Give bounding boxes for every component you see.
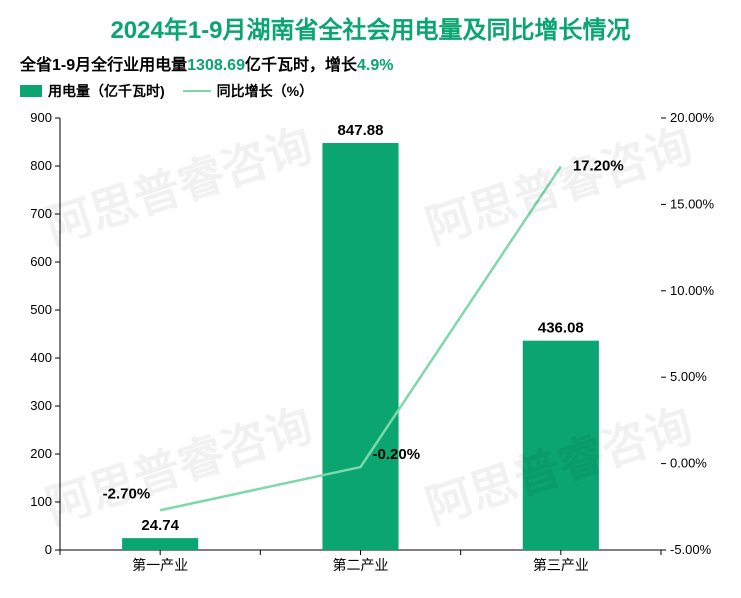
bar-value-label: 24.74 [141,517,179,534]
y-left-tick-label: 600 [30,254,52,269]
bar [322,143,398,550]
y-left-tick-label: 100 [30,494,52,509]
bar [122,538,198,550]
legend-bar: 用电量（亿千瓦时) [20,81,165,101]
legend-line-label: 同比增长（%） [217,81,313,101]
chart-title: 2024年1-9月湖南省全社会用电量及同比增长情况 [0,0,741,45]
chart-svg: 0 100 200 300 400 500 600 700 800 900 -5.00% 0.00% 5… [0,108,741,590]
y-left-tick-label: 200 [30,446,52,461]
y-left-tick-label: 400 [30,350,52,365]
subtitle-mid: 亿千瓦时，增长 [245,57,357,74]
y-left-tick-label: 300 [30,398,52,413]
y-left-tick-label: 0 [45,542,52,557]
subtitle-growth: 4.9% [357,57,393,74]
line-swatch-icon [183,90,211,92]
line-value-label: -2.70% [103,485,151,502]
legend: 用电量（亿千瓦时) 同比增长（%） [0,75,741,101]
y-right-tick-label: 0.00% [670,456,707,471]
y-right-tick-label: -5.00% [670,542,712,557]
y-right-tick-label: 10.00% [670,283,715,298]
bar-value-label: 847.88 [338,122,384,139]
bar-value-label: 436.08 [538,320,584,337]
legend-line: 同比增长（%） [183,81,313,101]
category-label: 第三产业 [533,557,589,573]
y-right-tick-label: 15.00% [670,196,715,211]
y-left-tick-label: 500 [30,302,52,317]
legend-bar-label: 用电量（亿千瓦时) [48,81,165,101]
y-right-tick-label: 5.00% [670,369,707,384]
chart-subtitle: 全省1-9月全行业用电量1308.69亿千瓦时，增长4.9% [0,45,741,75]
y-left-tick-label: 700 [30,206,52,221]
category-label: 第二产业 [333,557,389,573]
y-left-tick-label: 900 [30,110,52,125]
line-value-label: -0.20% [373,446,421,463]
chart-area: 0 100 200 300 400 500 600 700 800 900 -5.00% 0.00% 5… [0,108,741,590]
line-value-label: 17.20% [573,157,624,174]
subtitle-value: 1308.69 [187,57,245,74]
bar [523,341,599,550]
y-right-tick-label: 20.00% [670,110,715,125]
bar-swatch-icon [20,85,42,97]
y-left-tick-label: 800 [30,158,52,173]
category-label: 第一产业 [132,557,188,573]
subtitle-prefix: 全省1-9月全行业用电量 [20,57,187,74]
